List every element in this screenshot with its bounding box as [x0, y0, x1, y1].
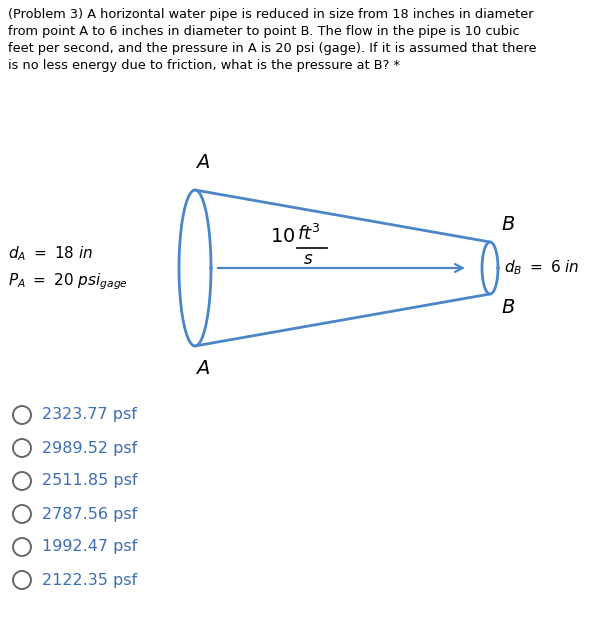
- Text: $ft^3$: $ft^3$: [297, 224, 321, 244]
- Text: 2323.77 psf: 2323.77 psf: [42, 408, 137, 422]
- Text: $10$: $10$: [270, 228, 295, 246]
- Text: $P_A\ =\ 20\ psi_{gage}$: $P_A\ =\ 20\ psi_{gage}$: [8, 272, 128, 293]
- Text: 2989.52 psf: 2989.52 psf: [42, 440, 137, 455]
- Text: $B$: $B$: [501, 216, 515, 234]
- Text: 2122.35 psf: 2122.35 psf: [42, 572, 137, 588]
- Text: (Problem 3) A horizontal water pipe is reduced in size from 18 inches in diamete: (Problem 3) A horizontal water pipe is r…: [8, 8, 536, 72]
- Text: $A$: $A$: [196, 154, 211, 172]
- Text: 2787.56 psf: 2787.56 psf: [42, 507, 137, 521]
- Text: $B$: $B$: [501, 299, 515, 317]
- Text: $A$: $A$: [196, 360, 211, 378]
- Text: $d_A\ =\ 18\ in$: $d_A\ =\ 18\ in$: [8, 244, 93, 264]
- Text: 2511.85 psf: 2511.85 psf: [42, 473, 137, 489]
- Text: $d_B\ =\ 6\ in$: $d_B\ =\ 6\ in$: [504, 258, 580, 277]
- Text: $s$: $s$: [303, 251, 313, 268]
- Text: 1992.47 psf: 1992.47 psf: [42, 539, 137, 554]
